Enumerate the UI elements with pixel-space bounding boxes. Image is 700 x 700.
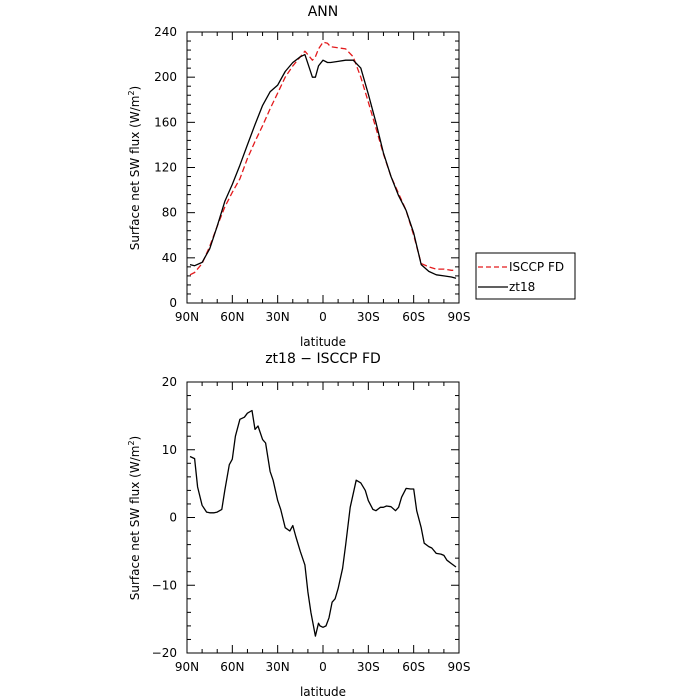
y-tick-labels: 0 40 80 120 160 200 240 xyxy=(154,25,177,310)
series-line-difference xyxy=(189,409,457,637)
y-tick-label: 80 xyxy=(162,206,177,220)
x-tick-label: 30N xyxy=(266,660,290,674)
plot-frame xyxy=(186,31,460,304)
y-tick-label: 0 xyxy=(169,511,177,525)
chart-title: ANN xyxy=(308,4,339,20)
top-chart-panel: ANN 90N 60N 30N 0 30S 60S 90S 0 40 80 120 160 200 24… xyxy=(127,4,576,349)
x-tick-label: 60S xyxy=(402,310,425,324)
x-axis-label: latitude xyxy=(300,335,346,349)
y-tick-label: 160 xyxy=(154,115,177,129)
bottom-chart-panel: zt18 − ISCCP FD 90N 60N 30N 0 30S 60S 90S −20−… xyxy=(127,351,470,699)
series-line-isccp-fd xyxy=(189,41,456,276)
y-tick-label: −20 xyxy=(152,646,177,660)
legend: ISCCP FD zt18 xyxy=(475,252,576,300)
x-tick-label: 0 xyxy=(319,310,327,324)
x-tick-labels: 90N 60N 30N 0 30S 60S 90S xyxy=(175,660,471,674)
x-tick-label: 60N xyxy=(220,660,244,674)
x-tick-label: 30S xyxy=(357,310,380,324)
y-axis-label: Surface net SW flux (W/m2) xyxy=(127,86,142,250)
legend-label-zt18: zt18 xyxy=(509,280,535,294)
tick-marks xyxy=(186,31,460,304)
y-tick-label: 200 xyxy=(154,70,177,84)
legend-box xyxy=(475,252,576,300)
y-axis-label: Surface net SW flux (W/m2) xyxy=(127,436,142,600)
y-tick-label: 240 xyxy=(154,25,177,39)
y-tick-label: 40 xyxy=(162,251,177,265)
x-axis-label: latitude xyxy=(300,685,346,699)
plot-frame xyxy=(186,381,460,654)
y-tick-label: 20 xyxy=(162,375,177,389)
legend-label-isccp: ISCCP FD xyxy=(509,260,564,274)
y-tick-label: 10 xyxy=(162,443,177,457)
y-tick-label: −10 xyxy=(152,578,177,592)
x-tick-labels: 90N 60N 30N 0 30S 60S 90S xyxy=(175,310,471,324)
y-tick-label: 0 xyxy=(169,296,177,310)
series-line-zt18 xyxy=(189,53,457,279)
x-tick-label: 90N xyxy=(175,660,199,674)
x-tick-label: 60S xyxy=(402,660,425,674)
x-tick-label: 90S xyxy=(448,310,471,324)
y-tick-labels: −20 −10 0 10 20 xyxy=(152,375,177,660)
data-series xyxy=(189,41,457,279)
x-tick-label: 30N xyxy=(266,310,290,324)
x-tick-label: 0 xyxy=(319,660,327,674)
x-tick-label: 90N xyxy=(175,310,199,324)
chart-title: zt18 − ISCCP FD xyxy=(265,351,381,367)
y-tick-label: 120 xyxy=(154,161,177,175)
x-tick-label: 30S xyxy=(357,660,380,674)
data-series xyxy=(189,409,457,637)
x-tick-label: 90S xyxy=(448,660,471,674)
x-tick-label: 60N xyxy=(220,310,244,324)
